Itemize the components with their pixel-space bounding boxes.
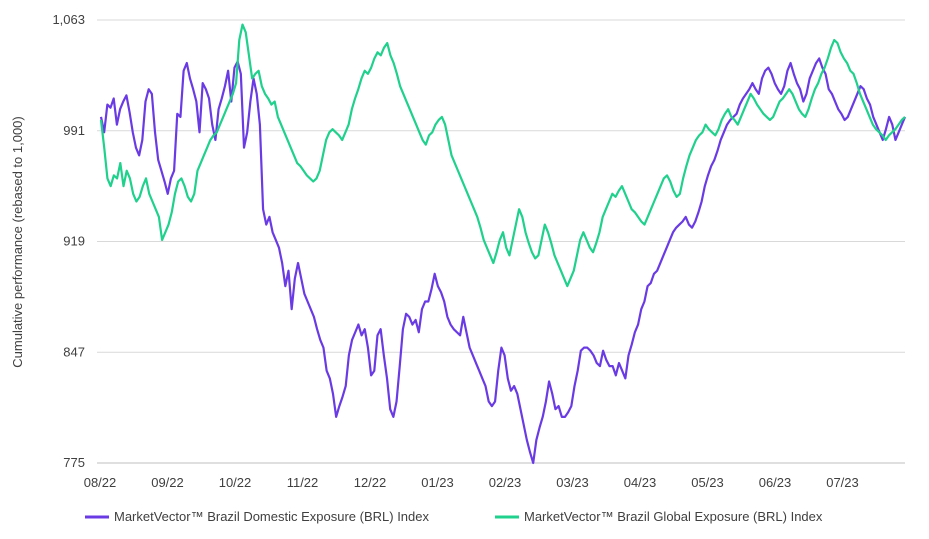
gridlines	[97, 19, 905, 353]
y-tick-label: 919	[63, 234, 85, 249]
x-tick-label: 08/22	[84, 475, 117, 490]
series-line-1	[99, 57, 907, 465]
series-lines	[99, 23, 907, 465]
x-tick-label: 12/22	[354, 475, 387, 490]
x-tick-label: 11/22	[287, 475, 319, 490]
legend-label: MarketVector™ Brazil Global Exposure (BR…	[524, 509, 823, 524]
legend-label: MarketVector™ Brazil Domestic Exposure (…	[114, 509, 429, 524]
x-tick-label: 09/22	[151, 475, 184, 490]
series-line-2	[99, 23, 906, 288]
x-tick-label: 04/23	[624, 475, 657, 490]
x-tick-label: 06/23	[759, 475, 792, 490]
y-tick-label: 847	[63, 344, 85, 359]
y-tick-label: 775	[63, 455, 85, 470]
y-axis-title: Cumulative performance (rebased to 1,000…	[10, 116, 25, 367]
x-axis-ticks: 08/22 09/22 10/22 11/22 12/22 01/23 02/23 03/23…	[84, 475, 859, 490]
x-tick-label: 03/23	[556, 475, 589, 490]
x-tick-label: 07/23	[826, 475, 859, 490]
x-tick-label: 10/22	[219, 475, 252, 490]
x-tick-label: 05/23	[691, 475, 724, 490]
x-tick-label: 01/23	[421, 475, 454, 490]
legend: MarketVector™ Brazil Domestic Exposure (…	[85, 509, 823, 524]
y-tick-label: 1,063	[52, 12, 85, 27]
x-tick-label: 02/23	[489, 475, 522, 490]
y-axis-ticks: 775 847 919 991 1,063	[52, 12, 85, 470]
y-tick-label: 991	[63, 123, 85, 138]
